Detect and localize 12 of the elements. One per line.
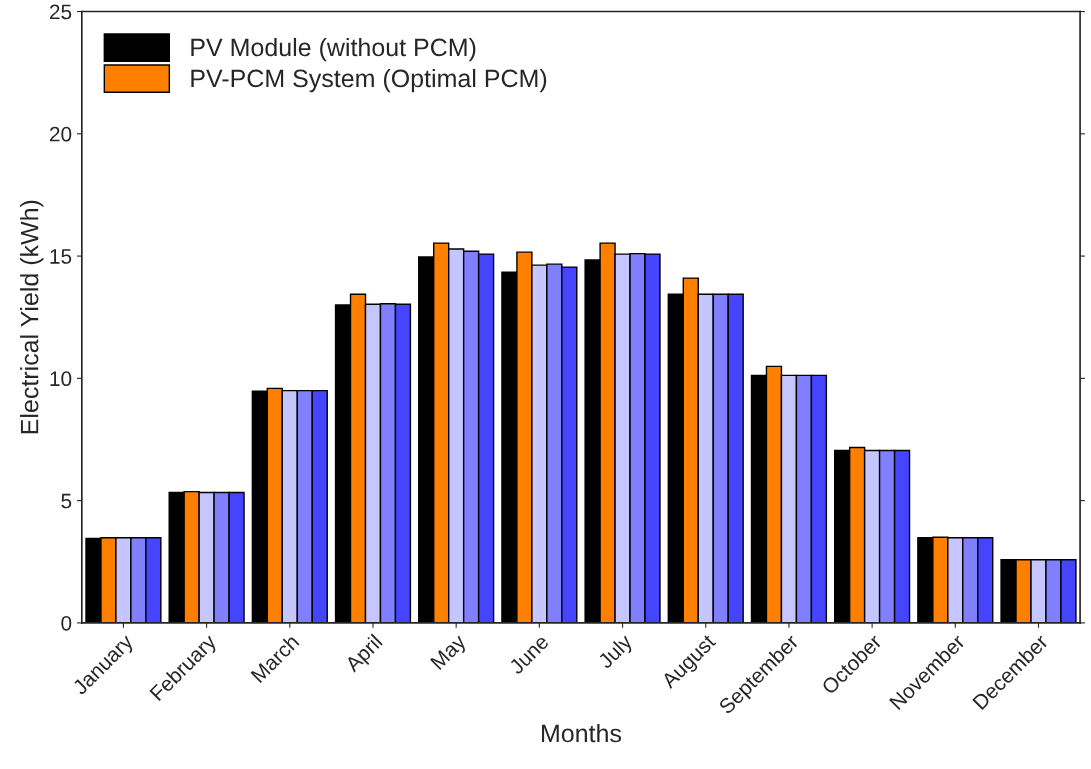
legend-label: PV Module (without PCM) bbox=[191, 37, 476, 62]
y-tick-label: 10 bbox=[50, 371, 72, 387]
x-tick-label: July bbox=[596, 632, 637, 673]
y-tick-label: 15 bbox=[50, 249, 72, 264]
x-axis-title: Months bbox=[542, 723, 622, 743]
x-tick-label: May bbox=[430, 633, 470, 673]
y-tick-label: 0 bbox=[61, 615, 72, 631]
y-tick-label: 25 bbox=[49, 4, 72, 20]
legend-label: PV-PCM System (Optimal PCM) bbox=[191, 68, 547, 93]
y-tick-label: 5 bbox=[61, 493, 72, 509]
y-axis-title: Electrical Yield (kWh) bbox=[20, 200, 44, 434]
y-tick-label: 20 bbox=[49, 126, 72, 142]
